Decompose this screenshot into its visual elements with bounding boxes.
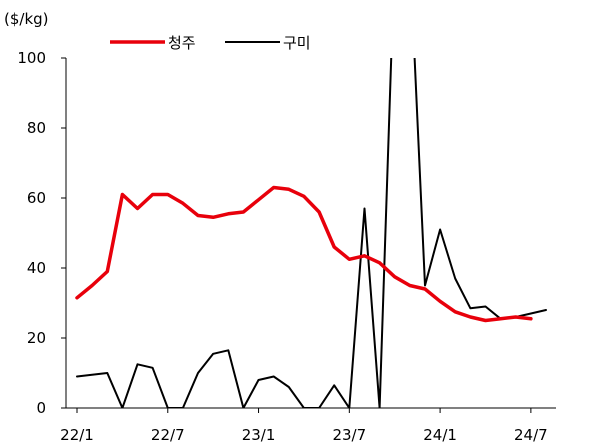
legend-label: 청주: [168, 34, 196, 52]
axes: 0 20 40 60 80 100 22/1 22/7 23/1 23/7 24/1 24/7: [17, 49, 556, 444]
x-tick-label: 22/7: [151, 426, 185, 444]
x-tick-label: 22/1: [60, 426, 94, 444]
legend: 청주 구미: [110, 34, 311, 52]
y-tick-label: 20: [27, 329, 46, 347]
y-tick-label: 0: [36, 399, 46, 417]
x-tick-label: 23/1: [242, 426, 276, 444]
series-layer: [75, 58, 547, 408]
y-tick-label: 40: [27, 259, 46, 277]
y-axis-unit-label: ($/kg): [4, 10, 49, 28]
series-line: [76, 58, 547, 408]
x-tick-label: 23/7: [332, 426, 366, 444]
x-tick-label: 24/7: [514, 426, 548, 444]
legend-label: 구미: [283, 34, 311, 52]
y-tick-label: 80: [27, 119, 46, 137]
y-tick-label: 60: [27, 189, 46, 207]
series-line: [75, 185, 533, 323]
x-tick-label: 24/1: [423, 426, 457, 444]
y-tick-label: 100: [17, 49, 46, 67]
